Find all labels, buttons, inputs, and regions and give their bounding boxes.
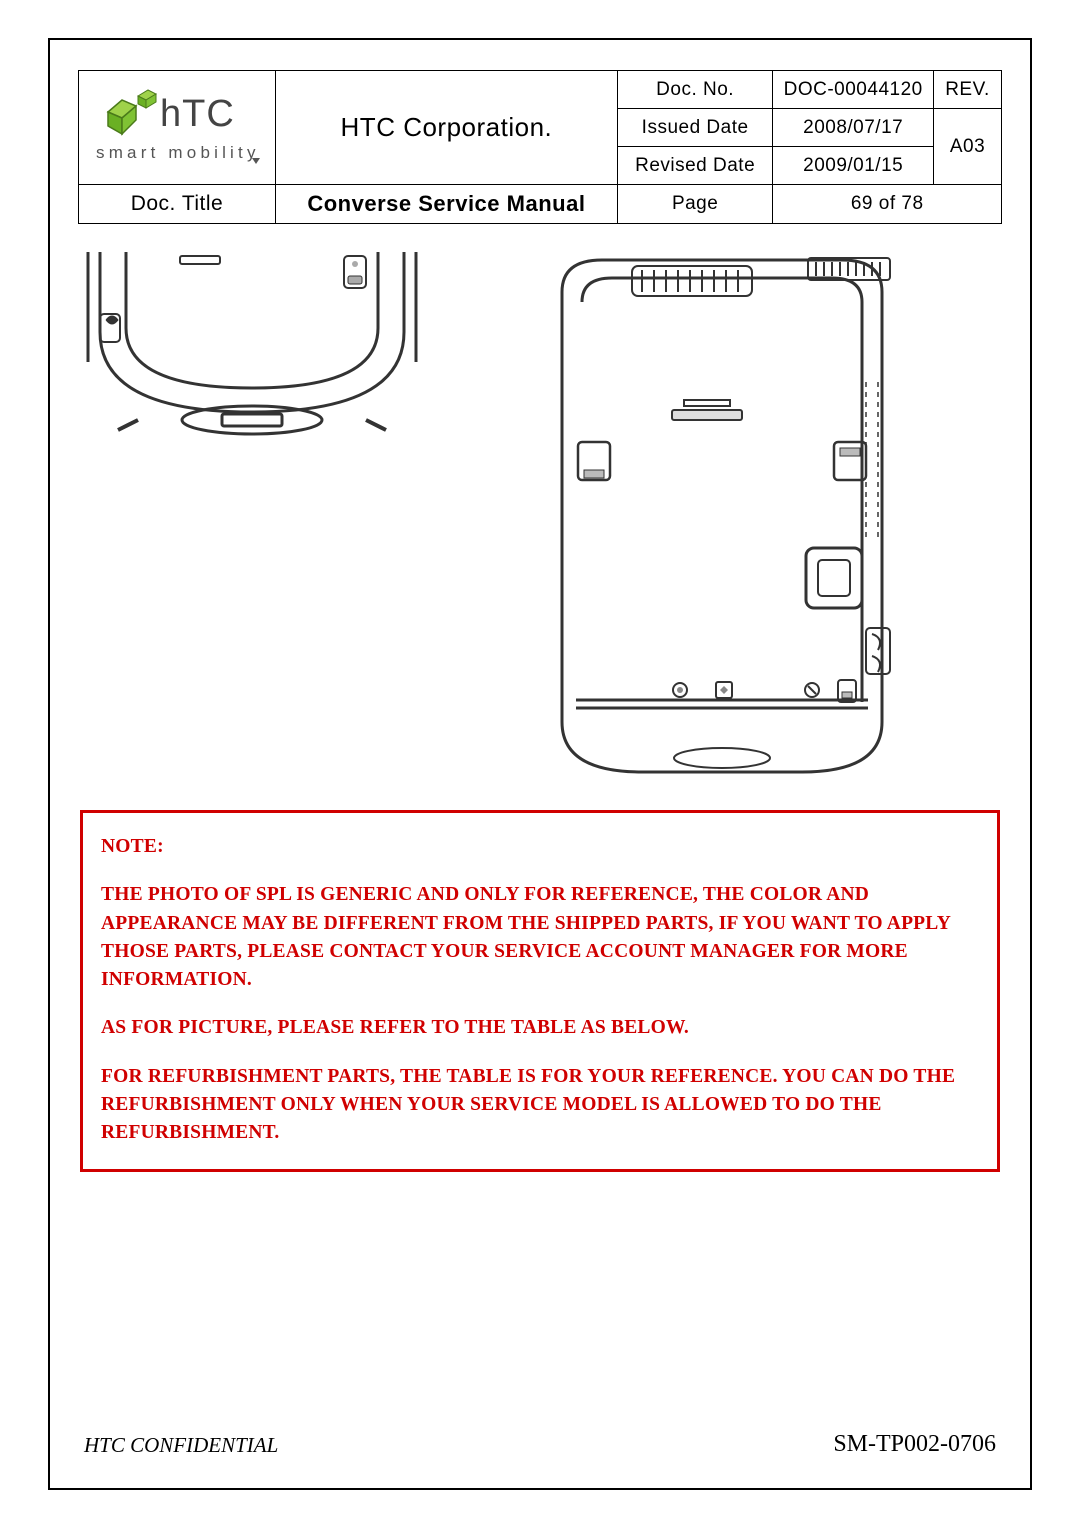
header-table: hTC smart mobility HTC Corporation. Doc.…: [78, 70, 1002, 224]
revised-label: Revised Date: [617, 147, 772, 185]
company-name: HTC Corporation.: [275, 71, 617, 185]
note-heading: NOTE:: [101, 833, 981, 861]
doc-title-label: Doc. Title: [79, 185, 276, 224]
note-paragraph-1: THE PHOTO OF SPL IS GENERIC AND ONLY FOR…: [101, 881, 981, 994]
doc-title-value: Converse Service Manual: [275, 185, 617, 224]
doc-no-value: DOC-00044120: [773, 71, 934, 109]
logo-cell: hTC smart mobility: [79, 71, 276, 185]
note-paragraph-3: FOR REFURBISHMENT PARTS, THE TABLE IS FO…: [101, 1063, 981, 1148]
revised-value: 2009/01/15: [773, 147, 934, 185]
htc-logo-icon: hTC smart mobility: [92, 80, 262, 170]
doc-no-label: Doc. No.: [617, 71, 772, 109]
svg-text:hTC: hTC: [160, 93, 235, 135]
confidential-label: HTC CONFIDENTIAL: [84, 1433, 278, 1458]
page-value: 69 of 78: [773, 185, 1002, 224]
issued-value: 2008/07/17: [773, 109, 934, 147]
footer: HTC CONFIDENTIAL SM-TP002-0706: [84, 1431, 996, 1458]
note-box: NOTE: THE PHOTO OF SPL IS GENERIC AND ON…: [80, 810, 1000, 1172]
page-label: Page: [617, 185, 772, 224]
page-frame: hTC smart mobility HTC Corporation. Doc.…: [48, 38, 1032, 1490]
phone-back-diagram-icon: [542, 252, 902, 792]
phone-bottom-diagram-icon: [82, 252, 422, 452]
rev-label: REV.: [933, 71, 1001, 109]
doc-code: SM-TP002-0706: [833, 1431, 996, 1458]
rev-value: A03: [933, 109, 1001, 185]
svg-text:smart mobility: smart mobility: [96, 143, 260, 162]
issued-label: Issued Date: [617, 109, 772, 147]
note-paragraph-2: AS FOR PICTURE, PLEASE REFER TO THE TABL…: [101, 1014, 981, 1042]
diagram-row: [82, 252, 1002, 792]
